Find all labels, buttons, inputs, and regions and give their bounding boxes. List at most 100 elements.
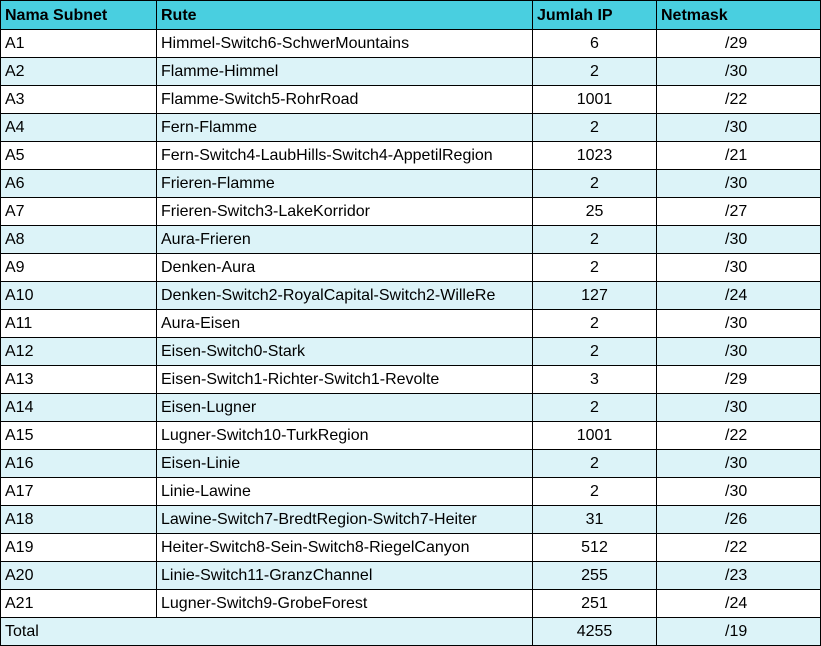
cell-route[interactable]: Fern-Switch4-LaubHills-Switch4-AppetilRe… [156,141,533,170]
cell-subnet[interactable]: A3 [0,85,157,114]
cell-route[interactable]: Eisen-Linie [156,449,533,478]
cell-subnet[interactable]: A20 [0,561,157,590]
cell-route[interactable]: Aura-Eisen [156,309,533,338]
cell-route[interactable]: Denken-Switch2-RoyalCapital-Switch2-Will… [156,281,533,310]
cell-subnet[interactable]: A4 [0,113,157,142]
cell-route[interactable]: Lugner-Switch9-GrobeForest [156,589,533,618]
cell-route[interactable]: Flamme-Himmel [156,57,533,86]
cell-ip-count[interactable]: 2 [532,393,657,422]
cell-subnet[interactable]: A21 [0,589,157,618]
table-row: A8 Aura-Frieren 2/30 [0,225,821,254]
total-label[interactable]: Total [0,617,533,646]
cell-netmask[interactable]: /30 [656,253,821,282]
total-netmask[interactable]: /19 [656,617,821,646]
cell-netmask[interactable]: /30 [656,393,821,422]
header-subnet[interactable]: Nama Subnet [0,0,157,30]
cell-netmask[interactable]: /29 [656,365,821,394]
cell-route[interactable]: Himmel-Switch6-SchwerMountains [156,29,533,58]
cell-ip-count[interactable]: 2 [532,309,657,338]
cell-ip-count[interactable]: 2 [532,225,657,254]
cell-ip-count[interactable]: 255 [532,561,657,590]
cell-netmask[interactable]: /21 [656,141,821,170]
cell-netmask[interactable]: /30 [656,309,821,338]
cell-subnet[interactable]: A12 [0,337,157,366]
cell-ip-count[interactable]: 6 [532,29,657,58]
cell-route[interactable]: Heiter-Switch8-Sein-Switch8-RiegelCanyon [156,533,533,562]
cell-ip-count[interactable]: 3 [532,365,657,394]
cell-netmask[interactable]: /30 [656,113,821,142]
cell-route[interactable]: Frieren-Flamme [156,169,533,198]
cell-subnet[interactable]: A15 [0,421,157,450]
header-netmask[interactable]: Netmask [656,0,821,30]
cell-ip-count[interactable]: 2 [532,57,657,86]
header-ip-count[interactable]: Jumlah IP [532,0,657,30]
header-row: Nama Subnet Rute Jumlah IP Netmask [0,0,821,30]
cell-route[interactable]: Flamme-Switch5-RohrRoad [156,85,533,114]
cell-route[interactable]: Eisen-Lugner [156,393,533,422]
cell-subnet[interactable]: A19 [0,533,157,562]
cell-route[interactable]: Linie-Lawine [156,477,533,506]
cell-route[interactable]: Eisen-Switch0-Stark [156,337,533,366]
cell-ip-count[interactable]: 512 [532,533,657,562]
cell-route[interactable]: Frieren-Switch3-LakeKorridor [156,197,533,226]
cell-ip-count[interactable]: 2 [532,477,657,506]
cell-ip-count[interactable]: 1001 [532,85,657,114]
cell-netmask[interactable]: /30 [656,57,821,86]
cell-ip-count[interactable]: 2 [532,253,657,282]
cell-netmask[interactable]: /27 [656,197,821,226]
total-ip-count[interactable]: 4255 [532,617,657,646]
cell-ip-count[interactable]: 25 [532,197,657,226]
cell-netmask[interactable]: /23 [656,561,821,590]
table-row: A11 Aura-Eisen 2/30 [0,309,821,338]
cell-route[interactable]: Linie-Switch11-GranzChannel [156,561,533,590]
cell-ip-count[interactable]: 31 [532,505,657,534]
header-route[interactable]: Rute [156,0,533,30]
table-row: A5 Fern-Switch4-LaubHills-Switch4-Appetil… [0,141,821,170]
cell-subnet[interactable]: A14 [0,393,157,422]
cell-route[interactable]: Lugner-Switch10-TurkRegion [156,421,533,450]
cell-netmask[interactable]: /26 [656,505,821,534]
cell-subnet[interactable]: A7 [0,197,157,226]
cell-ip-count[interactable]: 2 [532,169,657,198]
cell-subnet[interactable]: A5 [0,141,157,170]
cell-route[interactable]: Lawine-Switch7-BredtRegion-Switch7-Heite… [156,505,533,534]
cell-subnet[interactable]: A2 [0,57,157,86]
cell-netmask[interactable]: /24 [656,281,821,310]
cell-netmask[interactable]: /30 [656,449,821,478]
cell-netmask[interactable]: /30 [656,169,821,198]
cell-subnet[interactable]: A8 [0,225,157,254]
cell-subnet[interactable]: A17 [0,477,157,506]
cell-ip-count[interactable]: 2 [532,113,657,142]
cell-subnet[interactable]: A13 [0,365,157,394]
cell-ip-count[interactable]: 251 [532,589,657,618]
table-row: A6 Frieren-Flamme 2/30 [0,169,821,198]
cell-ip-count[interactable]: 127 [532,281,657,310]
cell-netmask[interactable]: /29 [656,29,821,58]
cell-route[interactable]: Aura-Frieren [156,225,533,254]
table-header: Nama Subnet Rute Jumlah IP Netmask [0,0,821,30]
cell-ip-count[interactable]: 2 [532,337,657,366]
cell-netmask[interactable]: /24 [656,589,821,618]
cell-netmask[interactable]: /30 [656,477,821,506]
cell-subnet[interactable]: A16 [0,449,157,478]
cell-ip-count[interactable]: 1001 [532,421,657,450]
cell-route[interactable]: Eisen-Switch1-Richter-Switch1-Revolte [156,365,533,394]
cell-subnet[interactable]: A1 [0,29,157,58]
cell-ip-count[interactable]: 2 [532,449,657,478]
cell-subnet[interactable]: A11 [0,309,157,338]
cell-subnet[interactable]: A9 [0,253,157,282]
cell-netmask[interactable]: /22 [656,85,821,114]
table-row: A21 Lugner-Switch9-GrobeForest 251/24 [0,589,821,618]
cell-netmask[interactable]: /30 [656,225,821,254]
table-row: A19 Heiter-Switch8-Sein-Switch8-RiegelCan… [0,533,821,562]
cell-route[interactable]: Fern-Flamme [156,113,533,142]
cell-netmask[interactable]: /22 [656,533,821,562]
cell-subnet[interactable]: A6 [0,169,157,198]
cell-subnet[interactable]: A18 [0,505,157,534]
table-row: A3 Flamme-Switch5-RohrRoad 1001/22 [0,85,821,114]
cell-subnet[interactable]: A10 [0,281,157,310]
cell-netmask[interactable]: /30 [656,337,821,366]
cell-route[interactable]: Denken-Aura [156,253,533,282]
cell-netmask[interactable]: /22 [656,421,821,450]
cell-ip-count[interactable]: 1023 [532,141,657,170]
